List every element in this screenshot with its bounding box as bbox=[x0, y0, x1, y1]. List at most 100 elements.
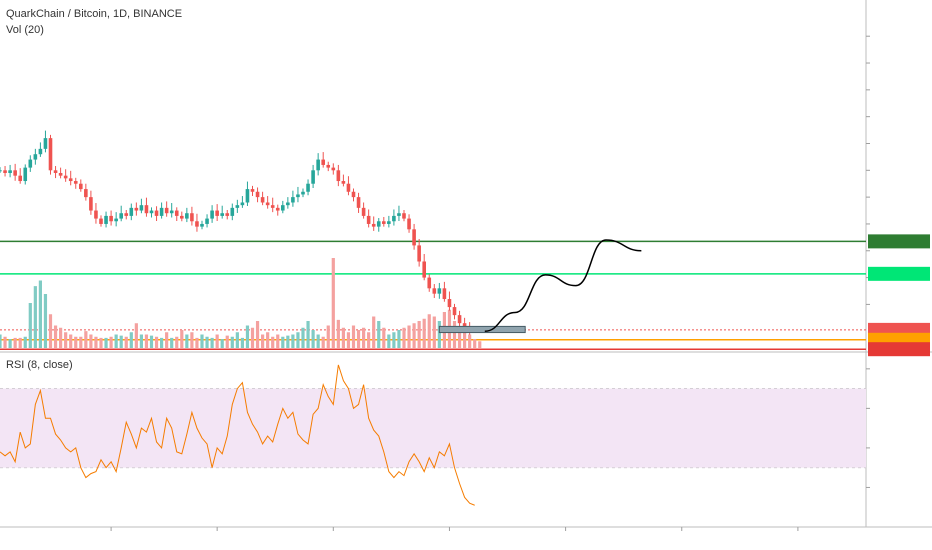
volume-bar bbox=[427, 314, 431, 348]
candle-body bbox=[265, 202, 270, 206]
volume-bar bbox=[478, 341, 482, 348]
candle-body bbox=[306, 183, 310, 192]
candle-body bbox=[255, 191, 260, 198]
volume-bar bbox=[276, 334, 280, 348]
volume-bar bbox=[18, 337, 22, 348]
candle-body bbox=[124, 213, 129, 216]
volume-bar bbox=[84, 331, 88, 348]
volume-bar bbox=[104, 337, 108, 348]
candle-body bbox=[281, 205, 285, 211]
volume-bar bbox=[367, 332, 371, 348]
candle-body bbox=[437, 288, 442, 294]
candle-body bbox=[356, 197, 361, 208]
volume-bar bbox=[79, 336, 83, 348]
candle-body bbox=[68, 178, 73, 182]
volume-bar bbox=[468, 334, 472, 348]
candle-body bbox=[397, 213, 401, 216]
candle-body bbox=[79, 183, 83, 190]
candle-body bbox=[134, 207, 139, 211]
volume-bar bbox=[190, 332, 194, 348]
volume-bar bbox=[255, 321, 260, 348]
volume-bar bbox=[372, 316, 376, 348]
volume-bar bbox=[215, 334, 219, 348]
volume-bar bbox=[33, 286, 37, 348]
volume-bar bbox=[362, 327, 366, 348]
volume-legend[interactable]: Vol (20) bbox=[6, 24, 44, 36]
candle-body bbox=[43, 138, 48, 149]
volume-bar bbox=[452, 321, 457, 348]
candle-body bbox=[144, 205, 149, 214]
candle-body bbox=[235, 205, 240, 208]
volume-bar bbox=[180, 330, 184, 348]
candle-body bbox=[250, 189, 255, 192]
volume-bar bbox=[321, 336, 325, 348]
volume-bar bbox=[336, 319, 340, 348]
rsi-legend[interactable]: RSI (8, close) bbox=[6, 359, 73, 371]
volume-bar bbox=[124, 336, 128, 348]
volume-bar bbox=[3, 336, 7, 348]
volume-bar bbox=[114, 334, 118, 348]
candle-body bbox=[270, 205, 275, 208]
volume-bar bbox=[250, 327, 255, 348]
candle-body bbox=[129, 207, 134, 216]
volume-bar bbox=[165, 332, 169, 348]
volume-bar bbox=[412, 323, 416, 348]
candle-body bbox=[457, 315, 462, 324]
candle-body bbox=[205, 218, 209, 224]
candle-body bbox=[185, 213, 189, 219]
candle-body bbox=[291, 197, 295, 203]
candle-body bbox=[351, 191, 356, 198]
candle-body bbox=[169, 210, 174, 214]
candle-body bbox=[159, 207, 164, 216]
candle-body bbox=[63, 175, 68, 179]
price-tag bbox=[868, 234, 930, 249]
volume-bar bbox=[235, 332, 239, 348]
volume-bar bbox=[407, 325, 411, 348]
candle-body bbox=[104, 215, 108, 224]
candle-body bbox=[392, 215, 396, 222]
candle-body bbox=[215, 210, 219, 216]
volume-bar bbox=[326, 325, 330, 348]
volume-bar bbox=[225, 335, 229, 348]
candle-body bbox=[371, 223, 376, 227]
candle-body bbox=[190, 213, 194, 222]
axes bbox=[110, 35, 870, 531]
volume-bar bbox=[210, 337, 214, 348]
candle-body bbox=[3, 170, 7, 173]
volume-bar bbox=[382, 327, 386, 348]
volume-bar bbox=[89, 334, 93, 348]
volume-bar bbox=[271, 336, 275, 348]
candle-body bbox=[99, 218, 103, 224]
volume-bar bbox=[437, 321, 441, 348]
volume-bar bbox=[8, 339, 12, 348]
candle-body bbox=[260, 197, 265, 203]
candle-body bbox=[174, 210, 179, 216]
volume-bar bbox=[397, 330, 401, 348]
candle-body bbox=[114, 218, 118, 222]
projection-path[interactable] bbox=[484, 239, 642, 332]
symbol-legend[interactable]: QuarkChain / Bitcoin, 1D, BINANCE bbox=[6, 8, 182, 20]
volume-bar bbox=[175, 336, 179, 348]
volume-bar bbox=[149, 335, 154, 348]
candle-body bbox=[210, 210, 214, 219]
rsi-title: RSI (8, close) bbox=[6, 359, 73, 371]
candle-body bbox=[346, 183, 351, 192]
volume-bar bbox=[417, 321, 421, 348]
candle-body bbox=[316, 159, 320, 171]
candle-body bbox=[13, 170, 17, 176]
candle-body bbox=[0, 170, 2, 172]
support-zone[interactable] bbox=[438, 325, 526, 334]
candle-body bbox=[442, 288, 447, 300]
volume-bar bbox=[139, 334, 143, 348]
volume-bar bbox=[59, 327, 63, 348]
candle-body bbox=[53, 170, 58, 173]
price-tags bbox=[868, 234, 930, 357]
candle-body bbox=[73, 181, 78, 184]
volume-bar bbox=[119, 335, 123, 348]
volume-bar bbox=[200, 334, 204, 348]
volume-bar bbox=[144, 334, 149, 348]
volume-bar bbox=[74, 336, 78, 348]
price-tag bbox=[868, 342, 930, 357]
candle-body bbox=[417, 245, 421, 262]
